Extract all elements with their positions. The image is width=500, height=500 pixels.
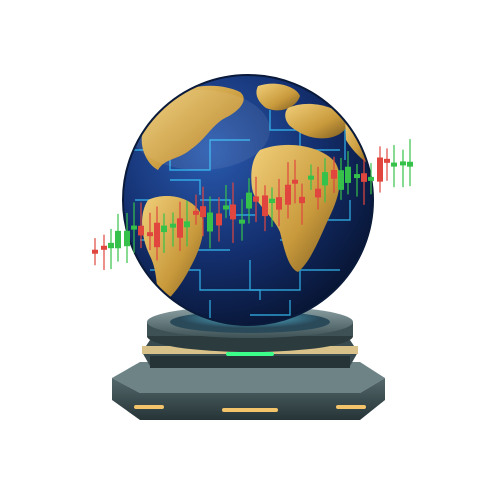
candle-up <box>407 162 413 167</box>
candle-down <box>101 246 107 250</box>
candle-up <box>345 167 351 183</box>
candle-down <box>262 195 268 216</box>
candle-up <box>308 176 314 180</box>
candle-up <box>108 243 114 248</box>
globe-highlight <box>130 90 270 170</box>
candle-up <box>400 161 406 165</box>
candle-down <box>285 185 291 205</box>
candle-down <box>253 196 259 201</box>
candle-up <box>354 174 360 178</box>
candle-up <box>269 199 275 203</box>
candle-up <box>115 231 121 248</box>
candle-up <box>322 172 328 185</box>
candle-down <box>384 159 390 163</box>
candle-down <box>361 173 367 182</box>
candle-up <box>338 170 344 190</box>
candle-down <box>315 189 321 198</box>
led-strip-center <box>222 408 278 412</box>
pedestal-dark-band <box>150 356 350 368</box>
candle-up <box>170 224 176 228</box>
candle-down <box>92 250 98 254</box>
led-strip-left <box>134 405 164 409</box>
candle-up <box>239 220 245 224</box>
candle-up <box>161 226 167 232</box>
candle-down <box>299 197 305 203</box>
candle-down <box>177 218 183 237</box>
candle-down <box>147 232 153 236</box>
candle-down <box>331 170 337 179</box>
candle-down <box>200 206 206 217</box>
candle-up <box>246 193 252 209</box>
led-strip-right <box>336 405 366 409</box>
candle-up <box>131 226 137 230</box>
candle-up <box>223 205 229 209</box>
candle-down <box>230 204 236 219</box>
candle-up <box>124 231 130 246</box>
candle-down <box>193 211 199 215</box>
candle-up <box>368 177 374 181</box>
candle-up <box>391 163 397 167</box>
led-indicator-green <box>226 352 274 356</box>
candle-down <box>216 213 222 225</box>
candle-down <box>138 226 144 236</box>
candle-down <box>292 180 298 184</box>
candle-up <box>184 221 190 227</box>
candle-down <box>377 158 383 182</box>
candle-down <box>154 223 160 247</box>
candle-up <box>207 213 213 232</box>
candle-down <box>276 197 282 209</box>
